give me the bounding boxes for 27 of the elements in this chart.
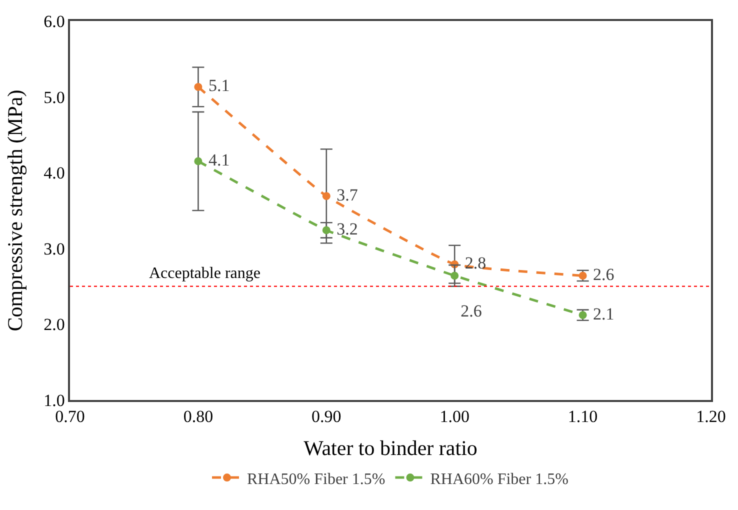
point [194,82,202,91]
y-axis-title: Compressive strength (MPa) [3,90,28,332]
data-label: 5.1 [204,76,230,96]
x-tick-label: 0.70 [55,407,85,426]
data-label: 4.1 [204,150,230,170]
data-label: 3.7 [332,185,358,204]
y-tick-label: 6.0 [44,12,65,31]
data-label: 2.8 [460,254,486,273]
legend-label: RHA50% Fiber 1.5% [247,470,386,488]
y-tick-label: 3.0 [44,239,65,258]
data-label: 2.6 [588,264,614,284]
ref-line-label: Acceptable range [149,265,260,282]
x-tick-label: 0.80 [183,407,214,426]
point [322,192,330,200]
legend-label: RHA60% Fiber 1.5% [430,470,568,488]
x-tick-label: 0.90 [312,407,342,426]
data-label: 2.6 [460,302,482,321]
y-tick-label: 1.0 [44,390,65,410]
x-tick-label: 1.10 [568,407,598,426]
x-tick-label: 1.20 [696,407,726,426]
data-label: 2.1 [588,304,614,324]
y-tick-label: 2.0 [44,315,65,334]
y-tick-label: 5.0 [44,88,65,107]
data-label: 3.2 [332,219,358,238]
x-tick-label: 1.00 [440,407,470,426]
x-axis-title: Water to binder ratio [304,436,478,460]
y-tick-label: 4.0 [44,164,65,183]
